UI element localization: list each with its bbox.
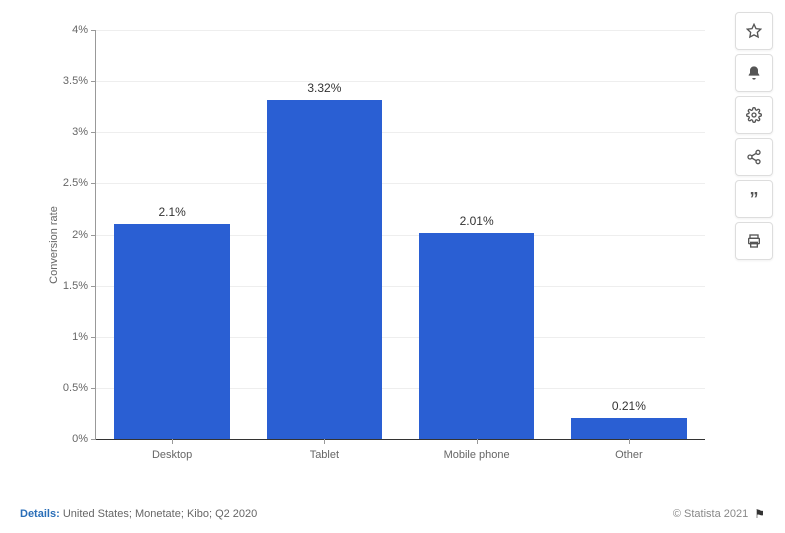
- xtick-mark: [629, 439, 630, 444]
- bar-group: 3.32%Tablet: [248, 30, 400, 439]
- print-icon: [746, 233, 762, 249]
- bar-value-label: 0.21%: [612, 399, 646, 413]
- bar-group: 2.1%Desktop: [96, 30, 248, 439]
- ytick-label: 4%: [72, 24, 96, 36]
- ytick-label: 1%: [72, 331, 96, 343]
- bar[interactable]: [571, 418, 687, 439]
- ytick-label: 2%: [72, 229, 96, 241]
- bar[interactable]: [419, 233, 535, 439]
- footer: Details: United States; Monetate; Kibo; …: [20, 507, 765, 521]
- share-button[interactable]: [735, 138, 773, 176]
- share-icon: [746, 149, 762, 165]
- y-axis-label: Conversion rate: [48, 206, 60, 284]
- quote-button[interactable]: ”: [735, 180, 773, 218]
- toolbar: ”: [735, 12, 773, 260]
- bars-group: 2.1%Desktop3.32%Tablet2.01%Mobile phone0…: [96, 30, 705, 439]
- star-icon: [746, 23, 762, 39]
- bar[interactable]: [114, 224, 230, 439]
- bar-group: 0.21%Other: [553, 30, 705, 439]
- copyright: © Statista 2021 ⚑: [673, 507, 765, 521]
- print-button[interactable]: [735, 222, 773, 260]
- ytick-label: 0%: [72, 433, 96, 445]
- details-label: Details:: [20, 508, 60, 520]
- bell-button[interactable]: [735, 54, 773, 92]
- ytick-label: 3.5%: [63, 75, 96, 87]
- bar-group: 2.01%Mobile phone: [401, 30, 553, 439]
- xtick-mark: [172, 439, 173, 444]
- plot-area: 0%0.5%1%1.5%2%2.5%3%3.5%4% 2.1%Desktop3.…: [95, 30, 705, 440]
- bar-value-label: 2.1%: [158, 205, 185, 219]
- gear-icon: [746, 107, 762, 123]
- bell-icon: [746, 65, 762, 81]
- details-text: United States; Monetate; Kibo; Q2 2020: [63, 508, 257, 520]
- quote-icon: ”: [750, 190, 759, 208]
- bar-value-label: 3.32%: [307, 81, 341, 95]
- ytick-label: 1.5%: [63, 280, 96, 292]
- chart-container: Conversion rate 0%0.5%1%1.5%2%2.5%3%3.5%…: [20, 10, 720, 480]
- star-button[interactable]: [735, 12, 773, 50]
- bar-value-label: 2.01%: [460, 214, 494, 228]
- xtick-mark: [477, 439, 478, 444]
- ytick-label: 2.5%: [63, 177, 96, 189]
- ytick-label: 0.5%: [63, 382, 96, 394]
- ytick-label: 3%: [72, 126, 96, 138]
- details[interactable]: Details: United States; Monetate; Kibo; …: [20, 508, 257, 520]
- xtick-mark: [324, 439, 325, 444]
- gear-button[interactable]: [735, 96, 773, 134]
- copyright-text: © Statista 2021: [673, 508, 748, 520]
- bar[interactable]: [267, 100, 383, 439]
- flag-icon[interactable]: ⚑: [754, 507, 765, 521]
